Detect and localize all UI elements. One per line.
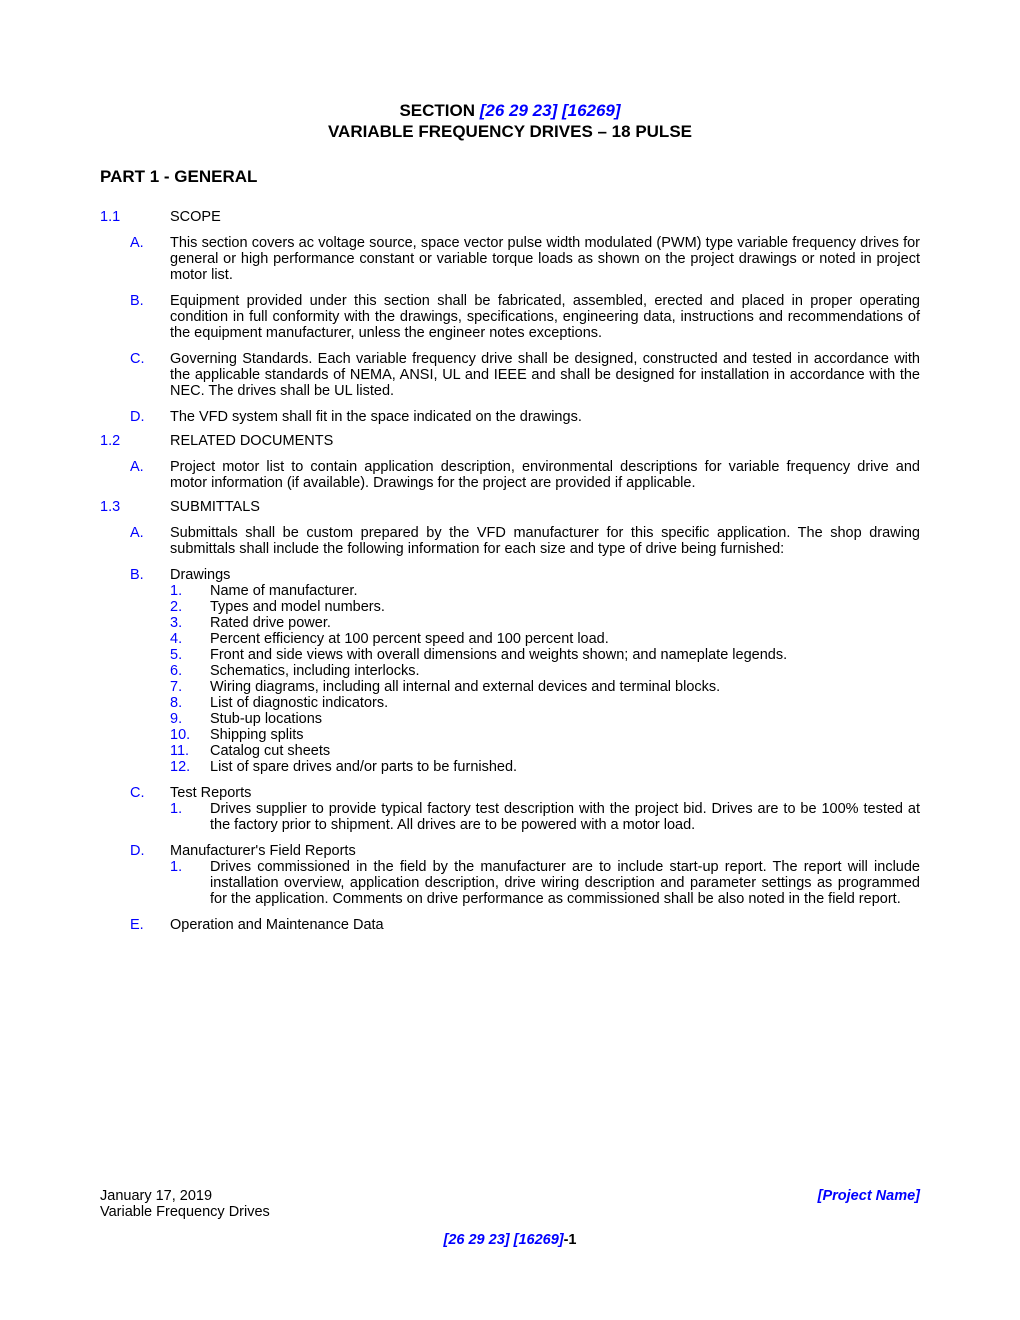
item-1-3-c: C. Test Reports: [100, 785, 920, 801]
item-letter: B.: [130, 567, 170, 583]
footer-line-1: January 17, 2019 [Project Name]: [100, 1188, 920, 1204]
list-number: 4.: [170, 631, 210, 647]
list-number: 1.: [170, 801, 210, 833]
footer-date: January 17, 2019: [100, 1188, 212, 1204]
list-text: Rated drive power.: [210, 615, 920, 631]
item-letter: C.: [130, 351, 170, 399]
footer-line-2: Variable Frequency Drives: [100, 1204, 920, 1220]
item-body: Test Reports: [170, 785, 920, 801]
list-item: 11.Catalog cut sheets: [100, 743, 920, 759]
list-item: 12.List of spare drives and/or parts to …: [100, 759, 920, 775]
list-number: 3.: [170, 615, 210, 631]
list-text: Catalog cut sheets: [210, 743, 920, 759]
list-number: 5.: [170, 647, 210, 663]
item-letter: D.: [130, 409, 170, 425]
section-title: VARIABLE FREQUENCY DRIVES – 18 PULSE: [328, 122, 692, 141]
footer-page-suffix: -1: [564, 1232, 577, 1248]
list-item: 9.Stub-up locations: [100, 711, 920, 727]
item-1-3-d: D. Manufacturer's Field Reports: [100, 843, 920, 859]
item-1-1-b: B. Equipment provided under this section…: [100, 293, 920, 341]
section-title-text: SUBMITTALS: [170, 499, 920, 515]
item-letter: A.: [130, 235, 170, 283]
item-body: Drawings: [170, 567, 920, 583]
section-word: SECTION: [399, 101, 475, 120]
section-1-2: 1.2 RELATED DOCUMENTS: [100, 433, 920, 449]
list-number: 7.: [170, 679, 210, 695]
list-text: Name of manufacturer.: [210, 583, 920, 599]
list-number: 6.: [170, 663, 210, 679]
item-letter: C.: [130, 785, 170, 801]
list-item: 5.Front and side views with overall dime…: [100, 647, 920, 663]
section-number: 1.1: [100, 209, 170, 225]
list-item: 1.Drives supplier to provide typical fac…: [100, 801, 920, 833]
list-text: Types and model numbers.: [210, 599, 920, 615]
item-1-1-d: D. The VFD system shall fit in the space…: [100, 409, 920, 425]
section-1-1: 1.1 SCOPE: [100, 209, 920, 225]
item-body: The VFD system shall fit in the space in…: [170, 409, 920, 425]
list-text: Percent efficiency at 100 percent speed …: [210, 631, 920, 647]
list-item: 2.Types and model numbers.: [100, 599, 920, 615]
item-1-1-a: A. This section covers ac voltage source…: [100, 235, 920, 283]
list-item: 7.Wiring diagrams, including all interna…: [100, 679, 920, 695]
section-number: 1.2: [100, 433, 170, 449]
item-letter: A.: [130, 459, 170, 491]
list-text: List of diagnostic indicators.: [210, 695, 920, 711]
footer-code: [26 29 23] [16269]: [443, 1232, 563, 1248]
section-header: SECTION [26 29 23] [16269] VARIABLE FREQ…: [100, 100, 920, 143]
list-text: Stub-up locations: [210, 711, 920, 727]
item-letter: B.: [130, 293, 170, 341]
section-code: [26 29 23] [16269]: [480, 101, 621, 120]
item-body: Governing Standards. Each variable frequ…: [170, 351, 920, 399]
footer-project-name: [Project Name]: [818, 1188, 920, 1204]
item-1-2-a: A. Project motor list to contain applica…: [100, 459, 920, 491]
item-letter: E.: [130, 917, 170, 933]
item-1-3-e: E. Operation and Maintenance Data: [100, 917, 920, 933]
item-1-3-b: B. Drawings: [100, 567, 920, 583]
item-body: Submittals shall be custom prepared by t…: [170, 525, 920, 557]
part-title: PART 1 - GENERAL: [100, 167, 920, 187]
list-item: 1.Drives commissioned in the field by th…: [100, 859, 920, 907]
list-number: 8.: [170, 695, 210, 711]
list-text: List of spare drives and/or parts to be …: [210, 759, 920, 775]
item-body: Project motor list to contain applicatio…: [170, 459, 920, 491]
list-text: Drives commissioned in the field by the …: [210, 859, 920, 907]
list-text: Shipping splits: [210, 727, 920, 743]
list-item: 8.List of diagnostic indicators.: [100, 695, 920, 711]
footer-page-number: [26 29 23] [16269]-1: [100, 1232, 920, 1248]
list-number: 1.: [170, 583, 210, 599]
item-1-3-a: A. Submittals shall be custom prepared b…: [100, 525, 920, 557]
list-item: 10.Shipping splits: [100, 727, 920, 743]
item-letter: D.: [130, 843, 170, 859]
section-1-3: 1.3 SUBMITTALS: [100, 499, 920, 515]
list-number: 10.: [170, 727, 210, 743]
item-body: Manufacturer's Field Reports: [170, 843, 920, 859]
page-footer: January 17, 2019 [Project Name] Variable…: [100, 1188, 920, 1248]
list-text: Front and side views with overall dimens…: [210, 647, 920, 663]
list-text: Wiring diagrams, including all internal …: [210, 679, 920, 695]
list-text: Drives supplier to provide typical facto…: [210, 801, 920, 833]
list-text: Schematics, including interlocks.: [210, 663, 920, 679]
list-number: 12.: [170, 759, 210, 775]
list-number: 11.: [170, 743, 210, 759]
list-number: 9.: [170, 711, 210, 727]
list-item: 6.Schematics, including interlocks.: [100, 663, 920, 679]
section-title-text: SCOPE: [170, 209, 920, 225]
section-number: 1.3: [100, 499, 170, 515]
list-number: 2.: [170, 599, 210, 615]
list-number: 1.: [170, 859, 210, 907]
item-body: Operation and Maintenance Data: [170, 917, 920, 933]
list-item: 4.Percent efficiency at 100 percent spee…: [100, 631, 920, 647]
item-body: This section covers ac voltage source, s…: [170, 235, 920, 283]
item-letter: A.: [130, 525, 170, 557]
document-page: SECTION [26 29 23] [16269] VARIABLE FREQ…: [0, 0, 1020, 1320]
item-body: Equipment provided under this section sh…: [170, 293, 920, 341]
section-title-text: RELATED DOCUMENTS: [170, 433, 920, 449]
list-item: 3.Rated drive power.: [100, 615, 920, 631]
item-1-1-c: C. Governing Standards. Each variable fr…: [100, 351, 920, 399]
list-item: 1.Name of manufacturer.: [100, 583, 920, 599]
